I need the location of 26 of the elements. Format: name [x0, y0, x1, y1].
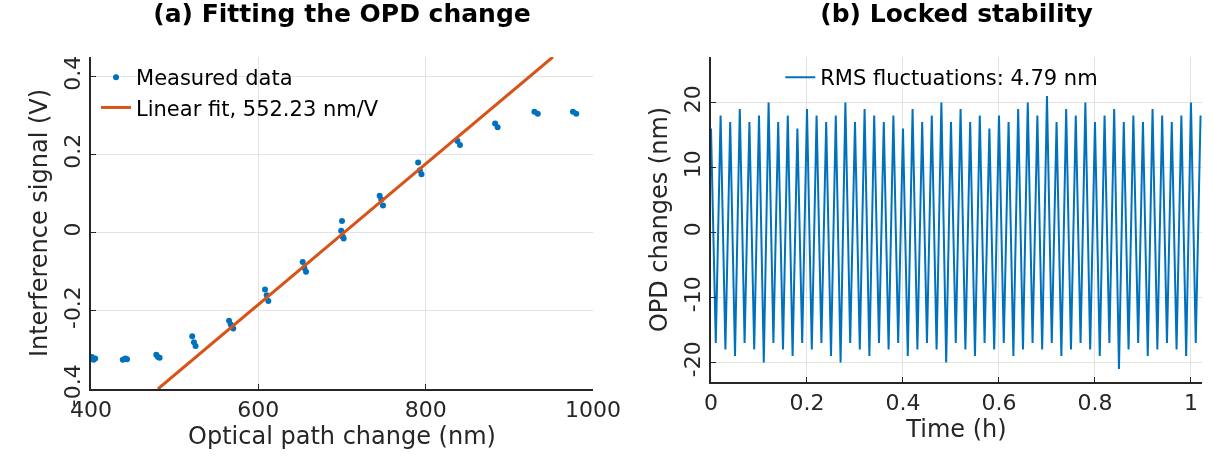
y-tick-label: -10 [680, 276, 706, 313]
x-axis-title: Time (h) [905, 415, 1007, 444]
y-tick-label: 0.2 [60, 133, 86, 169]
x-axis-title: Optical path change (nm) [188, 422, 496, 451]
y-tick-label: 0 [60, 222, 86, 237]
y-tick-label: 10 [680, 150, 706, 179]
y-tick-label: 0.4 [60, 55, 86, 91]
legend-label: RMS fluctuations: 4.79 nm [820, 66, 1098, 91]
chart-title: (a) Fitting the OPD change [153, 0, 531, 29]
x-tick-label: 1 [1183, 390, 1198, 416]
legend-label: Linear fit, 552.23 nm/V [136, 96, 379, 121]
x-tick-label: 0.2 [789, 390, 825, 416]
y-axis-title: Interference signal (V) [25, 88, 54, 358]
x-tick-label: 0.8 [1077, 390, 1113, 416]
y-tick-label: 20 [680, 85, 706, 114]
x-tick-label: 600 [237, 397, 280, 423]
y-tick-label: -20 [680, 341, 706, 378]
chart-title: (b) Locked stability [820, 0, 1093, 29]
x-tick-label: 1000 [565, 397, 621, 423]
legend-label: Measured data [136, 66, 293, 91]
y-tick-label: -0.2 [60, 286, 86, 330]
x-tick-label: 0.6 [981, 390, 1017, 416]
y-axis-title: OPD changes (nm) [645, 106, 674, 333]
y-tick-label: 0 [680, 222, 706, 237]
x-tick-label: 800 [404, 397, 447, 423]
x-tick-label: 0.4 [885, 390, 921, 416]
